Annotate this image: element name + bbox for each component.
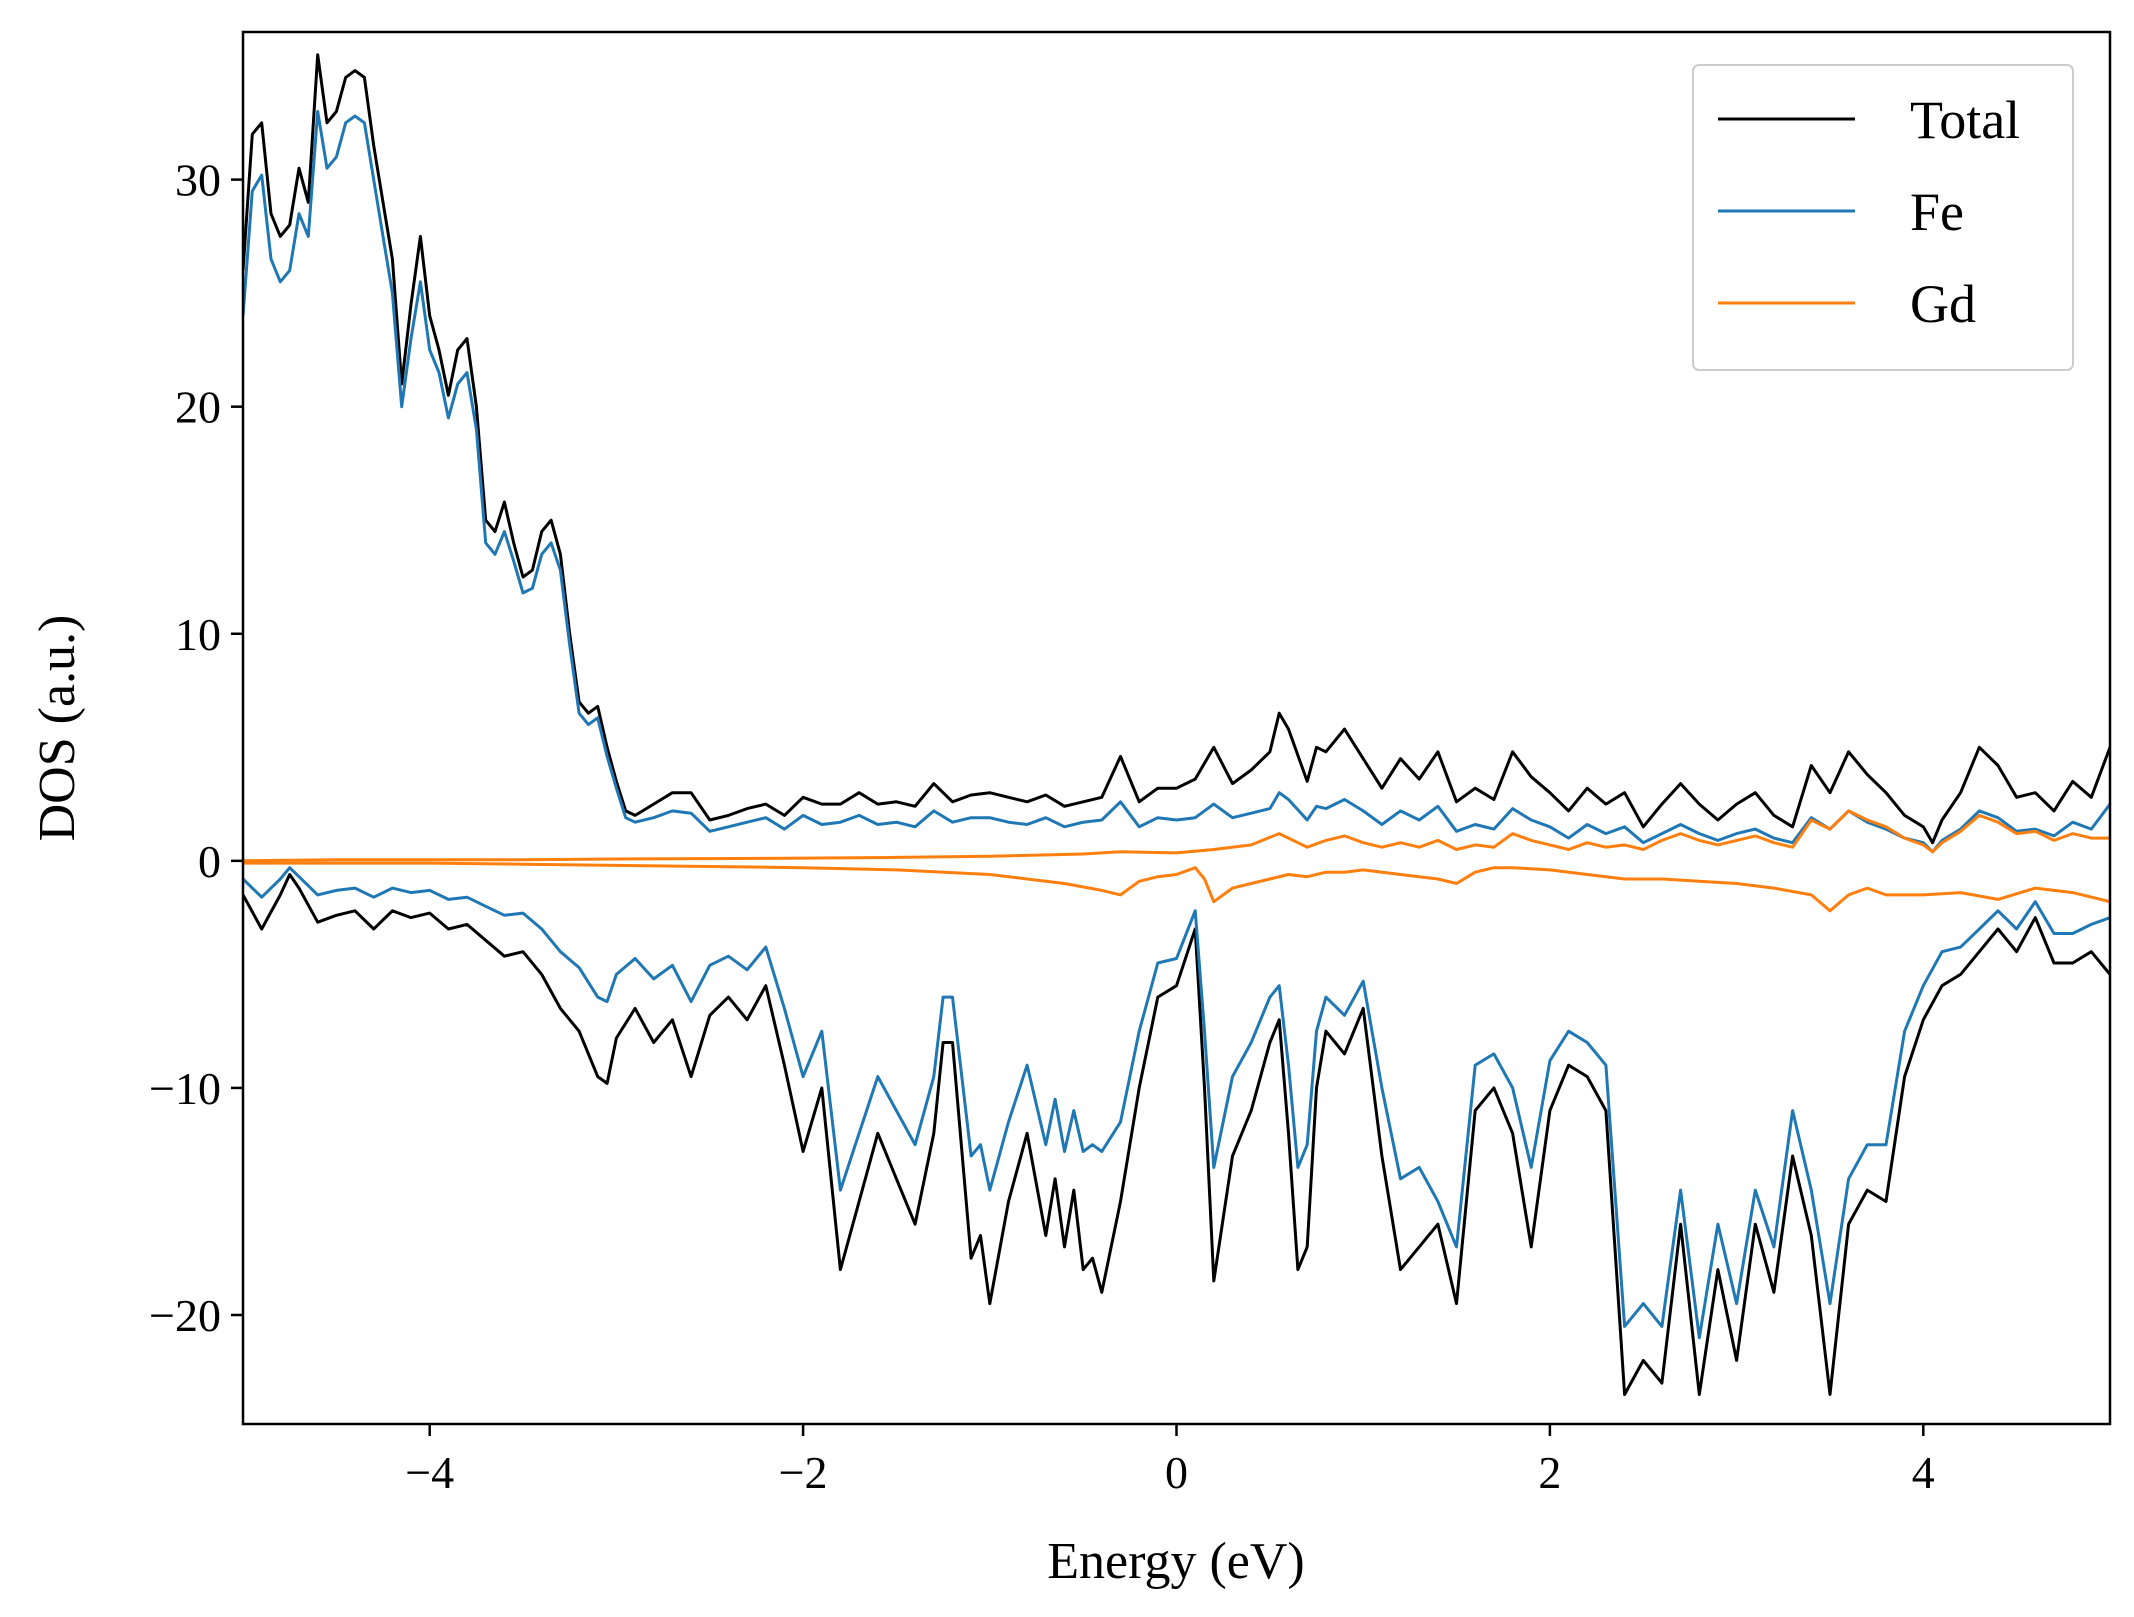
series-layer bbox=[243, 53, 2110, 1396]
series-line-fe-up bbox=[243, 110, 2110, 854]
series-line-fe-down bbox=[243, 866, 2110, 1340]
legend-label-total: Total bbox=[1910, 90, 2020, 150]
x-tick-label: 2 bbox=[1538, 1447, 1561, 1498]
series-line-total-down bbox=[243, 873, 2110, 1396]
x-tick-label: 4 bbox=[1912, 1447, 1935, 1498]
x-tick-label: 0 bbox=[1165, 1447, 1188, 1498]
series-line-gd-down bbox=[243, 861, 2110, 913]
series-line-total-up bbox=[243, 53, 2110, 845]
x-tick-label: −4 bbox=[405, 1447, 454, 1498]
x-axis-title: Energy (eV) bbox=[1047, 1533, 1305, 1590]
y-tick-label: −20 bbox=[149, 1290, 221, 1341]
x-tick-label: −2 bbox=[779, 1447, 828, 1498]
y-tick-label: 20 bbox=[175, 382, 221, 433]
y-tick-label: −10 bbox=[149, 1063, 221, 1114]
x-axis: −4 −2 0 2 4 bbox=[405, 1424, 1935, 1498]
y-tick-label: 10 bbox=[175, 609, 221, 660]
legend-label-fe: Fe bbox=[1910, 182, 1964, 242]
y-axis: −20 −10 0 10 20 30 bbox=[149, 155, 243, 1341]
y-tick-label: 30 bbox=[175, 155, 221, 206]
y-tick-label: 0 bbox=[198, 836, 221, 887]
legend: Total Fe Gd bbox=[1692, 64, 2074, 371]
legend-label-gd: Gd bbox=[1910, 274, 1976, 334]
y-axis-title: DOS (a.u.) bbox=[29, 615, 86, 842]
legend-box bbox=[1692, 64, 2074, 371]
series-line-gd-up bbox=[243, 809, 2110, 863]
